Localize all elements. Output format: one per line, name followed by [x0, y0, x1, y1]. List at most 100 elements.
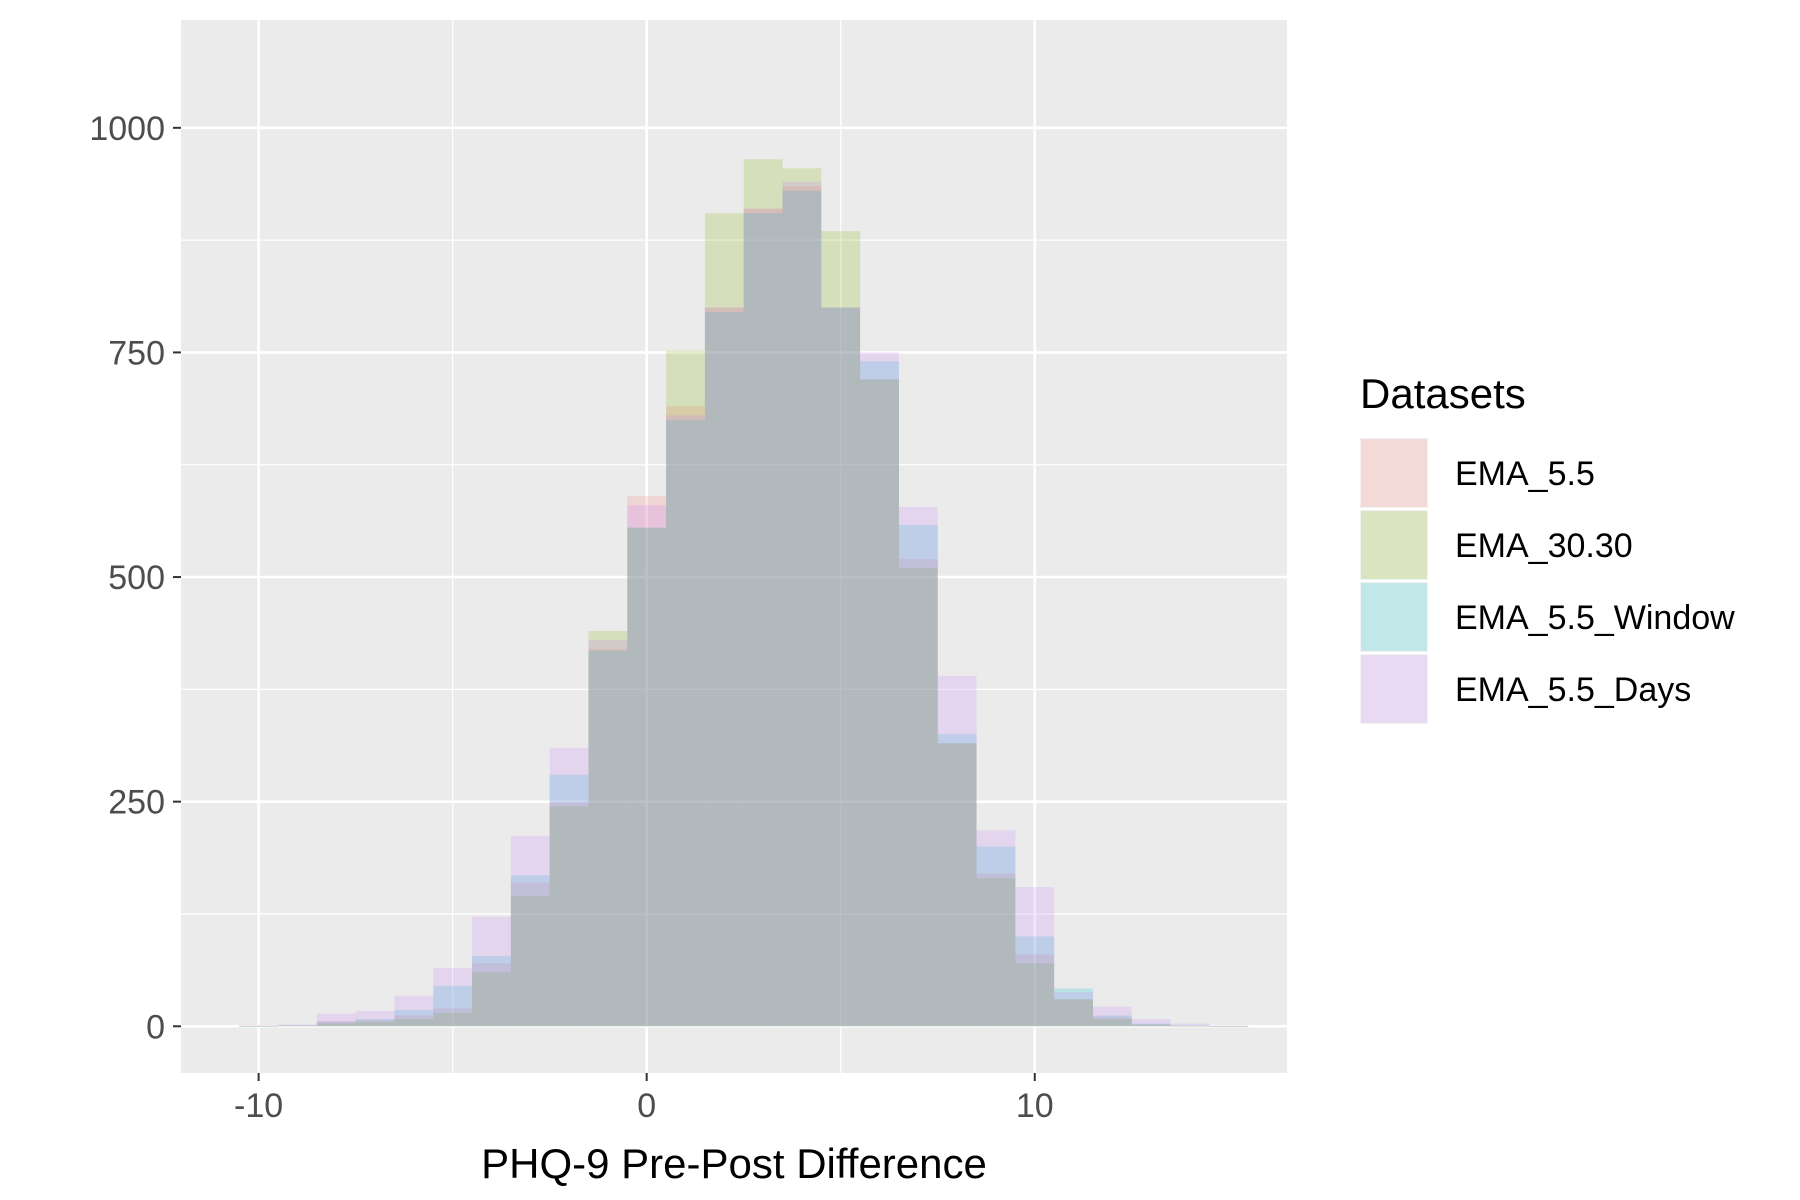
- series-EMA_5.5_Window: [239, 190, 1249, 1028]
- bar-EMA_5.5-0: [627, 496, 667, 1027]
- bar-EMA_5.5-5: [821, 307, 861, 1027]
- bar-EMA_5.5--9: [278, 1025, 317, 1027]
- bar-EMA_5.5--8: [316, 1020, 356, 1027]
- bar-EMA_5.5--3: [510, 882, 550, 1027]
- bar-EMA_30.30-13: [1131, 1024, 1171, 1027]
- legend-key: [1361, 439, 1427, 507]
- bar-EMA_30.30-3: [743, 159, 783, 1027]
- legend-label: EMA_5.5_Window: [1455, 599, 1735, 637]
- bar-EMA_5.5_Days--3: [510, 835, 550, 1027]
- legend-key: [1361, 655, 1427, 723]
- bar-EMA_5.5_Days-5: [821, 307, 861, 1027]
- bar-EMA_5.5_Window-15: [1209, 1026, 1249, 1028]
- y-tick-label: 750: [108, 334, 165, 372]
- x-tick-label: -10: [234, 1087, 283, 1125]
- bar-EMA_30.30--10: [239, 1026, 279, 1028]
- bar-EMA_5.5_Days-13: [1131, 1019, 1171, 1027]
- bar-EMA_5.5_Window-4: [782, 190, 822, 1027]
- bar-EMA_30.30--4: [472, 972, 511, 1027]
- legend-label: EMA_30.30: [1455, 527, 1633, 565]
- bar-EMA_5.5-6: [860, 379, 899, 1027]
- bar-EMA_30.30-0: [627, 527, 667, 1027]
- y-tick-label: 1000: [89, 110, 165, 148]
- bar-EMA_5.5_Window-0: [627, 527, 667, 1027]
- bar-EMA_30.30-11: [1054, 999, 1093, 1027]
- bar-EMA_5.5_Window-2: [704, 312, 744, 1027]
- histogram-bars: [239, 159, 1249, 1028]
- bar-EMA_30.30-8: [937, 743, 977, 1027]
- bar-EMA_5.5_Days--10: [239, 1025, 279, 1027]
- bar-EMA_30.30--5: [433, 1012, 473, 1027]
- bar-EMA_5.5_Window-9: [976, 846, 1016, 1027]
- bar-EMA_5.5--7: [355, 1019, 395, 1027]
- bar-EMA_5.5_Days-1: [666, 415, 705, 1027]
- bar-EMA_5.5_Window-13: [1131, 1023, 1171, 1027]
- bar-EMA_5.5_Window--5: [433, 985, 473, 1027]
- y-tick-label: 250: [108, 784, 165, 822]
- bar-EMA_30.30-14: [1170, 1026, 1210, 1028]
- series-EMA_5.5: [239, 186, 1249, 1028]
- bar-EMA_30.30--8: [316, 1023, 356, 1027]
- bar-EMA_5.5_Window--7: [355, 1019, 395, 1027]
- bar-EMA_5.5_Days-12: [1092, 1006, 1132, 1027]
- bar-EMA_5.5_Days--5: [433, 967, 473, 1027]
- bar-EMA_5.5_Window-6: [860, 361, 899, 1027]
- x-axis-title: PHQ-9 Pre-Post Difference: [481, 1140, 987, 1187]
- bar-EMA_30.30-6: [860, 379, 899, 1027]
- bar-EMA_5.5-10: [1015, 954, 1055, 1027]
- x-tick-label: 10: [1016, 1087, 1054, 1125]
- legend-key-background: [1360, 582, 1428, 652]
- bar-EMA_5.5_Window-14: [1170, 1025, 1210, 1027]
- bar-EMA_5.5_Window--1: [588, 650, 628, 1027]
- x-tick-label: 0: [637, 1087, 656, 1125]
- bar-EMA_30.30--6: [394, 1019, 434, 1027]
- bar-EMA_5.5-4: [782, 186, 822, 1027]
- legend-items: EMA_5.5 EMA_30.30 EMA_5.5_Window EMA_5.5_Da…: [1360, 438, 1735, 724]
- legend-key: [1361, 583, 1427, 651]
- bar-EMA_30.30-7: [898, 568, 938, 1027]
- series-EMA_5.5_Days: [239, 181, 1249, 1027]
- bar-EMA_5.5_Days-3: [743, 208, 783, 1027]
- bar-EMA_5.5-15: [1209, 1026, 1249, 1028]
- legend-item-EMA_5.5: EMA_5.5: [1360, 438, 1595, 508]
- legend-key-background: [1360, 510, 1428, 580]
- bar-EMA_5.5_Days-4: [782, 181, 822, 1027]
- bar-EMA_30.30-9: [976, 878, 1016, 1027]
- legend-key: [1361, 511, 1427, 579]
- bar-EMA_5.5_Window-1: [666, 419, 705, 1027]
- series-EMA_30.30: [239, 159, 1249, 1028]
- bar-EMA_5.5_Days-7: [898, 506, 938, 1027]
- plot-panel: [181, 20, 1287, 1073]
- bar-EMA_5.5--10: [239, 1025, 279, 1027]
- bar-EMA_5.5_Window-12: [1092, 1015, 1132, 1027]
- legend-key-background: [1360, 438, 1428, 508]
- bar-EMA_5.5_Days--9: [278, 1024, 317, 1027]
- major-gridlines: [181, 20, 1287, 1073]
- bar-EMA_5.5_Window-10: [1015, 936, 1055, 1027]
- legend-key-background: [1360, 654, 1428, 724]
- bar-EMA_5.5_Window--9: [278, 1025, 317, 1027]
- x-axis: -10 0 10: [234, 1073, 1054, 1125]
- bar-EMA_5.5_Days--1: [588, 639, 628, 1027]
- bar-EMA_5.5_Days-2: [704, 307, 744, 1027]
- bar-EMA_30.30-12: [1092, 1019, 1132, 1027]
- bar-EMA_5.5_Window--10: [239, 1026, 279, 1028]
- bar-EMA_5.5_Days--6: [394, 995, 434, 1027]
- bar-EMA_30.30--2: [549, 806, 589, 1027]
- bar-EMA_5.5_Days-10: [1015, 887, 1055, 1027]
- bar-EMA_5.5_Days-0: [627, 505, 667, 1027]
- bar-EMA_5.5_Window--2: [549, 774, 589, 1027]
- minor-gridlines: [181, 20, 1287, 1073]
- bar-EMA_5.5_Days-14: [1170, 1023, 1210, 1027]
- bar-EMA_5.5_Window-7: [898, 524, 938, 1027]
- legend: Datasets EMA_5.5EMA_30.30EMA_5.5_WindowE…: [1360, 370, 1735, 724]
- bar-EMA_5.5_Days--2: [549, 747, 589, 1027]
- bar-EMA_5.5_Days--7: [355, 1011, 395, 1027]
- legend-item-EMA_30.30: EMA_30.30: [1360, 510, 1633, 580]
- bar-EMA_5.5-1: [666, 406, 705, 1027]
- legend-item-EMA_5.5_Days: EMA_5.5_Days: [1360, 654, 1691, 724]
- bar-EMA_30.30--1: [588, 630, 628, 1027]
- bar-EMA_5.5_Window--8: [316, 1021, 356, 1027]
- bar-EMA_30.30-2: [704, 213, 744, 1027]
